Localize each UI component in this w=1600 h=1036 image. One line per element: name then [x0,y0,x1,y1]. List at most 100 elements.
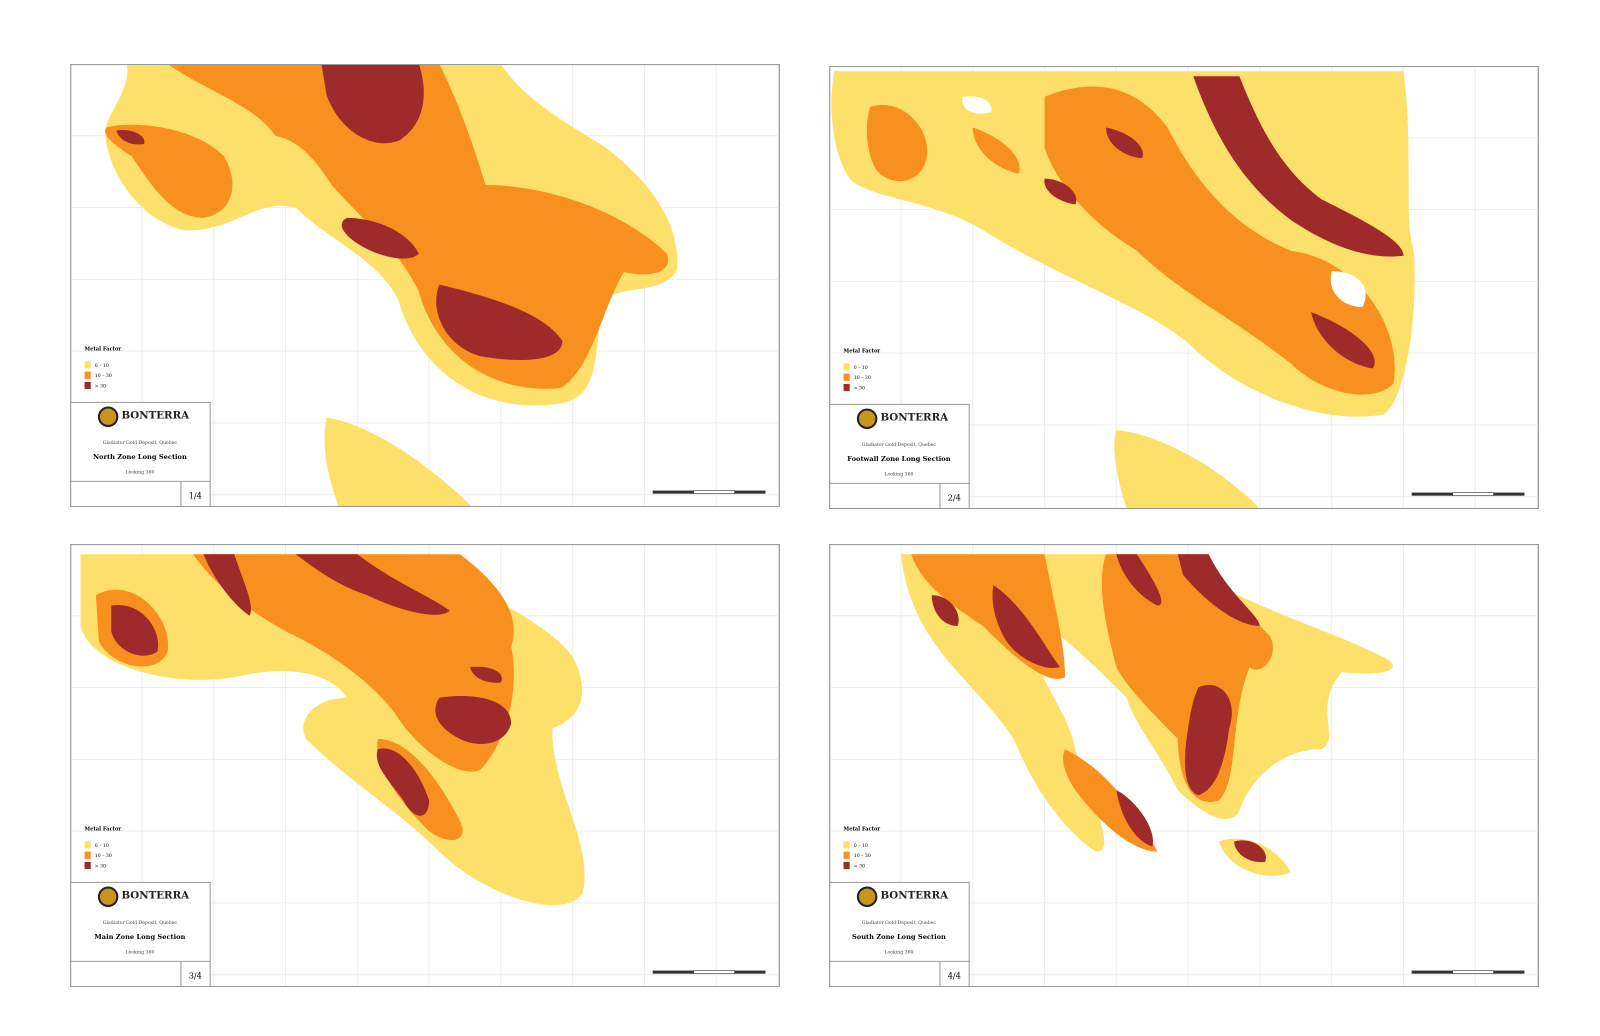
legend-label: 10 – 30 [95,373,112,379]
view-direction: Looking 360 [125,950,154,956]
scale-bar [652,490,694,494]
grade-contour [116,129,145,145]
location: Gladiator Gold Deposit, Quebec [862,442,937,448]
legend-label: > 30 [95,863,106,869]
grade-contour [470,666,502,683]
logo-text: BONTERRA [880,412,949,424]
legend-swatch [84,361,91,369]
grade-contour [1114,430,1260,509]
logo-icon [97,886,119,908]
legend-swatch [843,383,850,392]
logo-text: BONTERRA [880,890,949,902]
grade-contour [1177,554,1260,627]
title-block [829,403,970,509]
grade-contour [1106,127,1143,159]
grade-contour [341,217,419,259]
title-block [70,401,211,507]
grade-contour [435,696,512,744]
grade-contour [1101,554,1273,802]
map-frame [829,66,1539,509]
section-title: South Zone Long Section [852,933,946,941]
legend-swatch [843,851,850,859]
grade-contour [1116,554,1162,606]
scale-bar [1411,970,1453,974]
legend-label: 0 – 10 [95,363,109,369]
logo-icon [97,406,119,428]
scale-bar [1493,970,1525,974]
page-number: 2/4 [948,493,961,503]
logo-icon [856,408,878,430]
legend-label: 0 – 10 [854,843,868,849]
map-frame [829,544,1539,987]
grade-contour [203,554,252,616]
grade-contour [1311,312,1375,369]
legend-title: Metal Factor [85,827,122,833]
map-panel: Metal Factor 0 – 10 10 – 30 > 30 BONTERRA Gla… [70,544,780,987]
scale-bar [734,970,766,974]
grade-contour [436,284,563,361]
location: Gladiator Gold Deposit, Quebec [103,440,178,446]
section-title: North Zone Long Section [93,453,187,461]
legend-label: 0 – 10 [854,365,868,371]
legend-title: Metal Factor [844,827,881,833]
title-block [70,881,211,987]
map-panel: Metal Factor 0 – 10 10 – 30 > 30 BONTERRA Gla… [829,544,1539,987]
legend-label: 0 – 10 [95,843,109,849]
legend-swatch [84,861,91,870]
grade-contour [324,417,473,507]
map-frame [70,64,780,507]
grade-contour [1330,271,1366,307]
scale-bar [1411,492,1453,496]
scale-bar [1452,970,1494,974]
grade-contour [105,124,233,218]
legend-swatch [84,381,91,390]
page-number: 3/4 [189,971,202,981]
grade-contour [1044,178,1077,205]
map-panel: Metal Factor 0 – 10 10 – 30 > 30 BONTERRA Gla… [829,66,1539,509]
scale-bar [734,490,766,494]
grade-contour [866,105,928,182]
legend-swatch [84,851,91,859]
map-frame [70,544,780,987]
grade-contour [1185,684,1232,796]
grade-contour [111,604,159,656]
grade-contour [167,64,668,389]
grade-contour [992,585,1060,669]
scale-bar [652,970,694,974]
location: Gladiator Gold Deposit, Quebec [862,920,937,926]
legend-swatch [843,841,850,849]
legend-title: Metal Factor [85,347,122,353]
view-direction: Looking 360 [884,472,913,478]
grade-contour [1044,86,1395,395]
grade-contour [931,595,959,627]
legend-label: 10 – 30 [95,853,112,859]
map-panel: Metal Factor 0 – 10 10 – 30 > 30 BONTERRA Gla… [70,64,780,507]
grade-contour [295,554,450,615]
scale-bar [1452,492,1494,496]
legend-swatch [843,363,850,371]
legend-swatch [84,371,91,379]
grade-contour [962,96,992,114]
location: Gladiator Gold Deposit, Quebec [103,920,178,926]
legend-label: > 30 [95,383,106,389]
grade-contour [1234,840,1267,863]
legend-title: Metal Factor [844,349,881,355]
view-direction: Looking 360 [125,470,154,476]
grade-contour [376,748,430,816]
legend-label: 10 – 30 [854,853,871,859]
scale-bar [693,490,735,494]
section-title: Footwall Zone Long Section [847,455,950,463]
legend-swatch [84,841,91,849]
logo-icon [856,886,878,908]
legend-swatch [843,861,850,870]
legend-label: 10 – 30 [854,375,871,381]
legend-label: > 30 [854,863,865,869]
grade-contour [972,127,1020,174]
title-block [829,881,970,987]
grade-contour [321,64,424,144]
section-title: Main Zone Long Section [94,933,185,941]
logo-text: BONTERRA [121,410,190,422]
scale-bar [693,970,735,974]
view-direction: Looking 360 [884,950,913,956]
